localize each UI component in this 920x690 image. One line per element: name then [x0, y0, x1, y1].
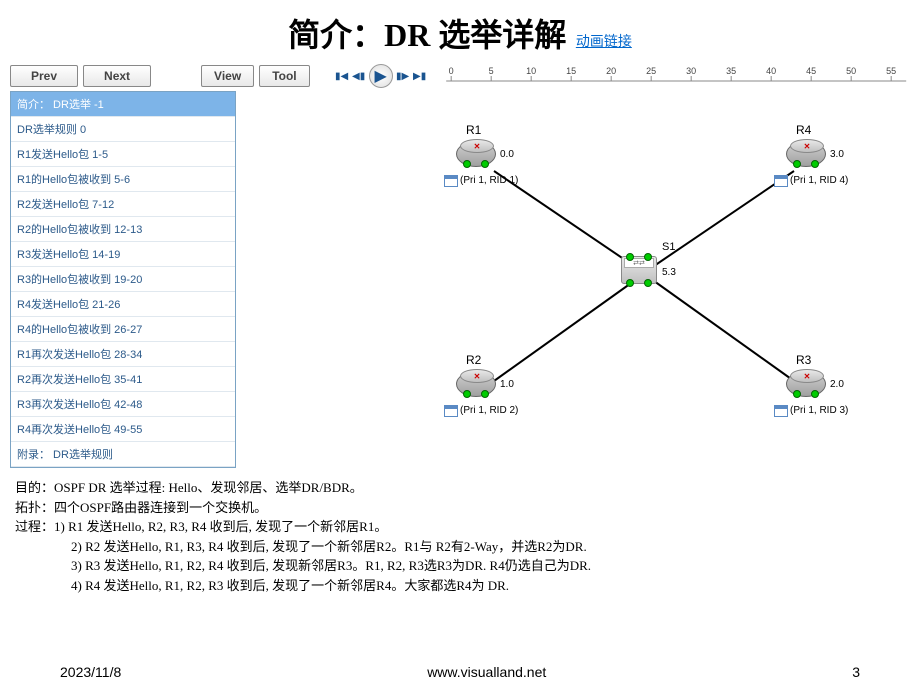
desc-step2: 2) R2 发送Hello, R1, R3, R4 收到后, 发现了一个新邻居R…	[15, 537, 905, 557]
media-controls: ▮◀ ◀▮ ▶ ▮▶ ▶▮	[335, 64, 427, 88]
sidebar-item-5[interactable]: R2的Hello包被收到 12-13	[11, 217, 235, 242]
sidebar-item-8[interactable]: R4发送Hello包 21-26	[11, 292, 235, 317]
play-button[interactable]: ▶	[369, 64, 393, 88]
sidebar-item-13[interactable]: R4再次发送Hello包 49-55	[11, 417, 235, 442]
footer-page: 3	[852, 664, 860, 680]
desc-purpose: 目的：OSPF DR 选举过程: Hello、发现邻居、选举DR/BDR。	[15, 478, 905, 498]
page-title: 简介：DR 选举详解	[288, 17, 566, 53]
svg-text:35: 35	[726, 66, 736, 76]
switch-S1[interactable]: S1 ⇄⇄ 5.3	[621, 256, 657, 284]
sidebar-item-1[interactable]: DR选举规则 0	[11, 117, 235, 142]
router-R1[interactable]: R1 ✕ 0.0 (Pri 1, RID 1)	[456, 141, 496, 173]
svg-text:20: 20	[606, 66, 616, 76]
animation-link[interactable]: 动画链接	[576, 33, 632, 49]
network-diagram: R1 ✕ 0.0 (Pri 1, RID 1) R4 ✕ 3.0 (Pri 1,…	[236, 91, 910, 441]
svg-text:45: 45	[806, 66, 816, 76]
sidebar-item-3[interactable]: R1的Hello包被收到 5-6	[11, 167, 235, 192]
svg-text:5: 5	[488, 66, 493, 76]
svg-text:55: 55	[886, 66, 896, 76]
title-area: 简介：DR 选举详解 动画链接	[0, 0, 920, 61]
next-button[interactable]: Next	[83, 65, 151, 87]
sidebar-item-6[interactable]: R3发送Hello包 14-19	[11, 242, 235, 267]
step-back-icon[interactable]: ◀▮	[352, 69, 366, 83]
sidebar-item-7[interactable]: R3的Hello包被收到 19-20	[11, 267, 235, 292]
prev-button[interactable]: Prev	[10, 65, 78, 87]
sidebar-item-10[interactable]: R1再次发送Hello包 28-34	[11, 342, 235, 367]
desc-step1: 过程：1) R1 发送Hello, R2, R3, R4 收到后, 发现了一个新…	[15, 517, 905, 537]
view-button[interactable]: View	[201, 65, 254, 87]
tool-button[interactable]: Tool	[259, 65, 309, 87]
svg-text:30: 30	[686, 66, 696, 76]
sidebar-item-2[interactable]: R1发送Hello包 1-5	[11, 142, 235, 167]
footer-date: 2023/11/8	[60, 664, 121, 680]
sidebar-item-14[interactable]: 附录： DR选举规则	[11, 442, 235, 467]
desc-step4: 4) R4 发送Hello, R1, R2, R3 收到后, 发现了一个新邻居R…	[15, 576, 905, 596]
desc-step3: 3) R3 发送Hello, R1, R2, R4 收到后, 发现新邻居R3。R…	[15, 556, 905, 576]
footer-site: www.visualland.net	[427, 664, 546, 680]
router-R2[interactable]: R2 ✕ 1.0 (Pri 1, RID 2)	[456, 371, 496, 403]
content-area: 简介： DR选举 -1DR选举规则 0R1发送Hello包 1-5R1的Hell…	[0, 91, 920, 468]
svg-text:10: 10	[526, 66, 536, 76]
skip-fwd-icon[interactable]: ▶▮	[413, 69, 427, 83]
sidebar-item-0[interactable]: 简介： DR选举 -1	[11, 92, 235, 117]
router-R3[interactable]: R3 ✕ 2.0 (Pri 1, RID 3)	[786, 371, 826, 403]
svg-text:40: 40	[766, 66, 776, 76]
router-R4[interactable]: R4 ✕ 3.0 (Pri 1, RID 4)	[786, 141, 826, 173]
sidebar-item-12[interactable]: R3再次发送Hello包 42-48	[11, 392, 235, 417]
svg-text:0: 0	[448, 66, 453, 76]
toolbar: Prev Next View Tool ▮◀ ◀▮ ▶ ▮▶ ▶▮ 0 5 10 15…	[0, 61, 920, 91]
sidebar-item-9[interactable]: R4的Hello包被收到 26-27	[11, 317, 235, 342]
svg-text:50: 50	[846, 66, 856, 76]
description-text: 目的：OSPF DR 选举过程: Hello、发现邻居、选举DR/BDR。 拓扑…	[0, 468, 920, 600]
svg-text:25: 25	[646, 66, 656, 76]
svg-text:15: 15	[566, 66, 576, 76]
timeline-ruler[interactable]: 0 5 10 15 20 25 30 35 40 45 50 55	[442, 66, 910, 86]
skip-back-icon[interactable]: ▮◀	[335, 69, 349, 83]
desc-topology: 拓扑：四个OSPF路由器连接到一个交换机。	[15, 498, 905, 518]
step-fwd-icon[interactable]: ▮▶	[396, 69, 410, 83]
sidebar-item-11[interactable]: R2再次发送Hello包 35-41	[11, 367, 235, 392]
sidebar-item-4[interactable]: R2发送Hello包 7-12	[11, 192, 235, 217]
footer: 2023/11/8 www.visualland.net 3	[0, 664, 920, 680]
steps-sidebar: 简介： DR选举 -1DR选举规则 0R1发送Hello包 1-5R1的Hell…	[10, 91, 236, 468]
